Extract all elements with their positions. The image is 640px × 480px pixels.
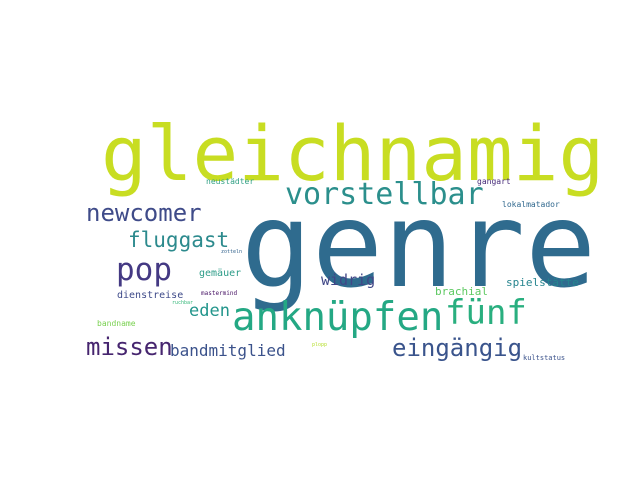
word-kultstatus: kultstatus bbox=[523, 354, 566, 362]
word-neustaedter: neustädter bbox=[206, 177, 255, 186]
word-newcomer: newcomer bbox=[86, 199, 202, 227]
word-dienstreise: dienstreise bbox=[117, 290, 184, 301]
word-anknuepfen: anknüpfen bbox=[232, 295, 444, 340]
word-gangart: gangart bbox=[477, 177, 511, 186]
word-zotteln: zotteln bbox=[221, 249, 243, 255]
word-spielstaette: spielstätte bbox=[506, 276, 579, 289]
word-lokalmatador: lokalmatador bbox=[502, 200, 560, 209]
word-ruchbar: ruchbar bbox=[172, 300, 194, 306]
word-eden: eden bbox=[189, 301, 230, 321]
word-missen: missen bbox=[86, 333, 173, 361]
word-pop: pop bbox=[116, 252, 172, 288]
word-widrig: widrig bbox=[321, 271, 376, 289]
word-brachial: brachial bbox=[435, 285, 488, 298]
word-fluggast: fluggast bbox=[128, 228, 230, 252]
word-genre: genre bbox=[241, 176, 597, 314]
word-fuenf: fünf bbox=[445, 293, 527, 333]
word-plopp: plopp bbox=[312, 342, 328, 348]
word-bandmitglied: bandmitglied bbox=[170, 341, 286, 360]
word-mastermind: mastermind bbox=[201, 290, 238, 297]
word-gemaeuer: gemäuer bbox=[199, 268, 242, 279]
word-bandname: bandname bbox=[97, 319, 136, 328]
word-eingaengig: eingängig bbox=[392, 334, 523, 362]
word-gleichnamig: gleichnamig bbox=[101, 109, 605, 198]
word-vorstellbar: vorstellbar bbox=[285, 177, 484, 212]
